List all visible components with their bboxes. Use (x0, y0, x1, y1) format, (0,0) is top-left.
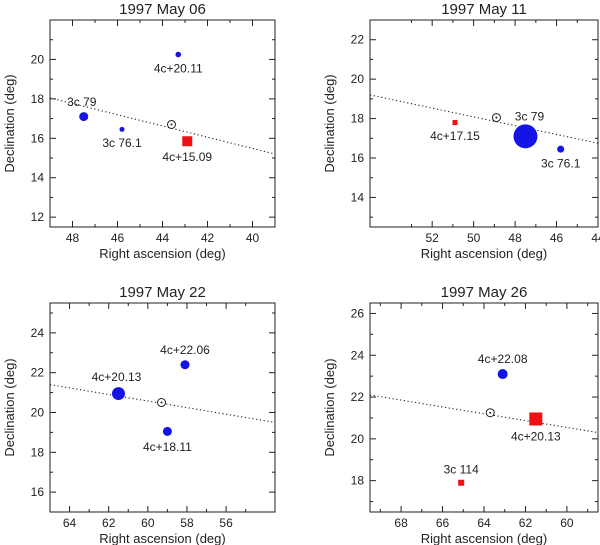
x-tick-label: 48 (508, 231, 522, 245)
chart-title: 1997 May 06 (119, 1, 206, 18)
x-tick-label: 62 (519, 516, 533, 530)
y-tick-label: 14 (31, 171, 45, 185)
x-tick-label: 56 (219, 516, 233, 530)
x-axis-label: Right ascension (deg) (99, 531, 225, 545)
y-tick-label: 22 (351, 390, 365, 404)
source-point (529, 412, 543, 426)
source-point (458, 479, 465, 486)
source-label: 3c 76.1 (541, 157, 581, 171)
y-tick-label: 14 (351, 190, 365, 204)
plot-frame (49, 19, 276, 228)
source-label: 4c+22.06 (160, 343, 210, 357)
y-tick-label: 20 (31, 405, 45, 419)
x-axis-label: Right ascension (deg) (421, 246, 547, 261)
x-tick-label: 46 (111, 231, 125, 245)
x-axis-label: Right ascension (deg) (421, 531, 547, 545)
x-tick-label: 40 (246, 231, 260, 245)
y-tick-label: 24 (31, 326, 45, 340)
source-label: 4c+20.13 (511, 429, 561, 443)
y-tick-label: 20 (351, 432, 365, 446)
pointing-center-dot (170, 123, 173, 126)
source-point (175, 51, 182, 58)
plot-frame (49, 302, 276, 513)
source-label: 3c 114 (444, 463, 479, 477)
source-point (452, 120, 458, 126)
y-tick-label: 16 (31, 485, 45, 499)
source-label: 4c+17.15 (430, 129, 480, 143)
source-label: 4c+22.08 (478, 352, 528, 366)
pointing-center-dot (160, 401, 163, 404)
source-point (162, 426, 172, 436)
source-point (557, 145, 565, 153)
chart-title: 1997 May 11 (441, 1, 527, 18)
x-tick-label: 46 (550, 231, 564, 245)
x-tick-label: 48 (66, 231, 80, 245)
source-label: 3c 79 (67, 95, 97, 109)
chart-panel-2: 1997 May 11 52 50 48 46 44 14 16 18 20 22 Right asc… (322, 1, 600, 261)
x-tick-label: 60 (141, 516, 155, 530)
x-tick-label: 44 (156, 231, 170, 245)
y-axis-label: Declination (deg) (322, 74, 337, 172)
source-label: 4c+15.09 (162, 150, 212, 164)
pointing-center-dot (489, 411, 492, 414)
y-axis-label: Declination (deg) (2, 358, 17, 456)
y-tick-label: 18 (31, 92, 45, 106)
y-tick-label: 22 (351, 33, 365, 47)
y-tick-label: 20 (31, 52, 45, 66)
y-axis-label: Declination (deg) (2, 74, 17, 172)
source-label: 4c+20.11 (154, 61, 203, 75)
chart-title: 1997 May 26 (441, 284, 528, 301)
x-tick-label: 68 (394, 516, 408, 530)
y-tick-label: 24 (351, 348, 365, 362)
x-tick-label: 60 (560, 516, 574, 530)
source-point (79, 112, 89, 122)
source-label: 3c 79 (515, 109, 545, 123)
x-tick-label: 42 (201, 231, 215, 245)
ecliptic-dotted-line (370, 94, 598, 144)
source-point (111, 387, 125, 401)
plot-frame (369, 302, 599, 513)
source-point (119, 126, 125, 132)
x-tick-label: 50 (467, 231, 481, 245)
plot-frame (369, 19, 599, 228)
y-axis-label: Declination (deg) (322, 358, 337, 456)
y-tick-label: 22 (31, 366, 45, 380)
x-tick-label: 44 (591, 231, 600, 245)
y-tick-label: 18 (31, 445, 45, 459)
chart-title: 1997 May 22 (119, 284, 206, 301)
x-tick-label: 66 (436, 516, 450, 530)
x-tick-label: 64 (477, 516, 491, 530)
y-tick-label: 16 (31, 131, 45, 145)
source-label: 4c+18.11 (143, 440, 192, 454)
source-point (180, 360, 190, 370)
y-tick-label: 26 (351, 306, 365, 320)
source-point (497, 369, 508, 380)
chart-panel-1: 1997 May 06 48 46 44 42 40 12 14 16 18 20 Right asc… (2, 1, 276, 261)
x-tick-label: 58 (180, 516, 194, 530)
x-tick-label: 62 (102, 516, 116, 530)
y-tick-label: 18 (351, 474, 365, 488)
ecliptic-dotted-line (50, 97, 275, 155)
y-tick-label: 20 (351, 72, 365, 86)
y-tick-label: 18 (351, 112, 365, 126)
y-tick-label: 12 (31, 210, 45, 224)
chart-panel-3: 1997 May 22 64 62 60 58 56 16 18 20 22 24 Right asc… (2, 284, 276, 545)
x-axis-label: Right ascension (deg) (99, 246, 225, 261)
source-point (182, 136, 193, 147)
source-label: 3c 76.1 (102, 136, 142, 150)
chart-panel-4: 1997 May 26 68 66 64 62 60 18 20 22 24 26 Right asc… (322, 284, 599, 545)
source-point (513, 124, 538, 149)
x-tick-label: 52 (426, 231, 440, 245)
source-label: 4c+20.13 (92, 370, 142, 384)
pointing-center-dot (495, 116, 498, 119)
y-tick-label: 16 (351, 151, 365, 165)
x-tick-label: 64 (63, 516, 77, 530)
ecliptic-dotted-line (370, 394, 598, 434)
